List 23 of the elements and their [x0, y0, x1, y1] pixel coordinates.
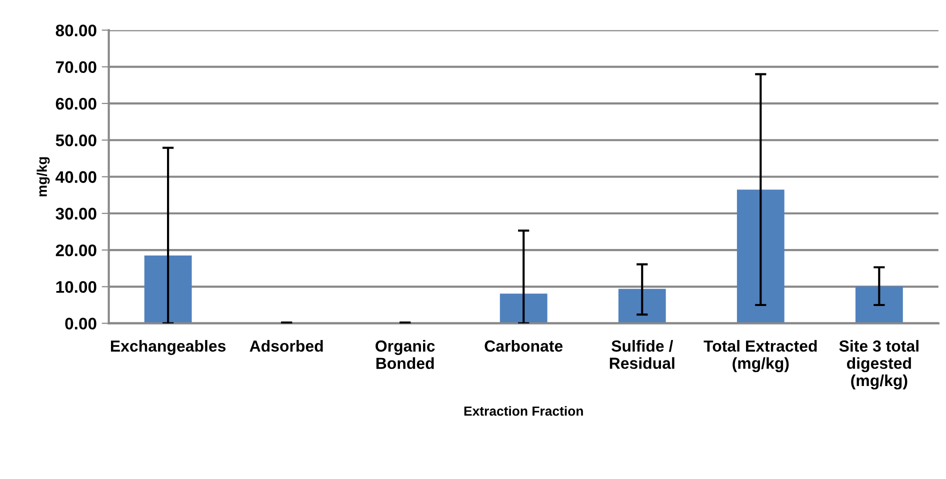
y-tick-label: 20.00	[56, 244, 96, 256]
bar	[144, 256, 192, 324]
x-tick-label: Organic Bonded	[376, 340, 435, 369]
x-axis-title: Extraction Fraction	[464, 406, 583, 416]
bar	[500, 294, 548, 324]
bar	[736, 190, 784, 324]
y-tick-label: 0.00	[65, 318, 96, 330]
y-tick-label: 80.00	[56, 24, 96, 36]
y-tick-label: 30.00	[56, 208, 96, 220]
x-tick-label: Site 3 total digested (mg/kg)	[839, 340, 918, 390]
y-tick-label: 60.00	[56, 98, 96, 110]
y-tick-label: 70.00	[56, 61, 96, 74]
y-tick-label: 40.00	[56, 171, 96, 183]
x-tick-label: Adsorbed	[250, 340, 323, 352]
x-tick-label: Total Extracted (mg/kg)	[704, 340, 817, 372]
x-tick-label: Sulfide / Residual	[610, 340, 674, 369]
y-tick-label: 50.00	[56, 134, 96, 146]
bar	[855, 286, 903, 324]
y-axis-title: mg/kg	[36, 157, 50, 196]
bar	[618, 288, 666, 324]
y-tick-label: 10.00	[56, 281, 96, 293]
x-tick-label: Carbonate	[484, 340, 563, 352]
x-tick-label: Exchangeables	[110, 340, 226, 355]
